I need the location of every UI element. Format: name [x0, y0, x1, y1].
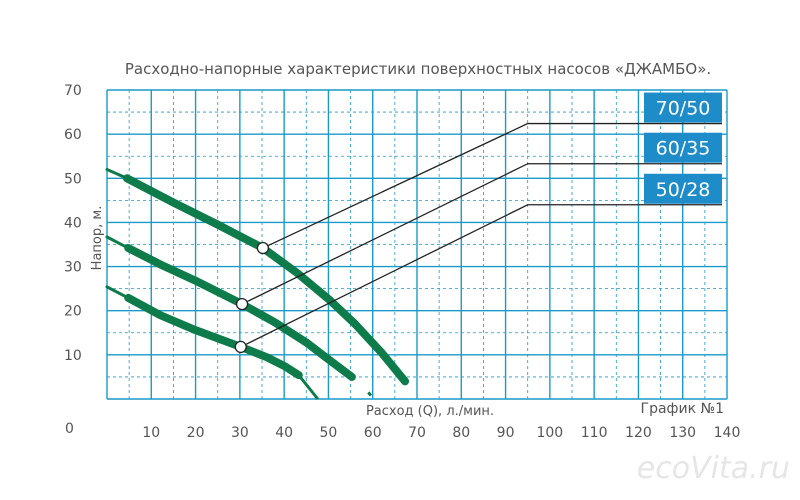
y-tick-label: 70 [64, 83, 82, 99]
chart-caption: График №1 [641, 401, 724, 417]
curve-tail-50/28 [297, 374, 319, 400]
x-axis-label: Расход (Q), л./мин. [366, 404, 494, 419]
label-box-60/35 [644, 132, 722, 163]
curve-60/35 [124, 244, 356, 381]
label-box-70/50 [644, 92, 722, 123]
series-label-50/28: 50/28 [656, 179, 711, 201]
y-axis-label: Напор, м. [90, 206, 105, 271]
label-box-50/28 [644, 173, 722, 204]
x-tick-label: 60 [364, 425, 382, 441]
grid [106, 89, 728, 400]
x-tick-label: 10 [142, 425, 160, 441]
origin-label: 0 [65, 421, 74, 437]
series-label-60/35: 60/35 [656, 138, 711, 160]
x-tick-label: 70 [408, 425, 426, 441]
x-tick-label: 110 [581, 425, 608, 441]
marker-60/35 [235, 297, 249, 311]
curve-mark-50/28 [367, 391, 373, 397]
y-tick-label: 30 [64, 260, 82, 276]
curves: 70/50 60/35 50/28 [105, 92, 722, 400]
x-tick-label: 30 [231, 425, 249, 441]
y-tick-label: 50 [64, 171, 82, 187]
leader-line-60/35 [241, 163, 722, 305]
x-tick-label: 130 [669, 425, 696, 441]
watermark: ecoVita.ru [637, 451, 790, 486]
y-tick-label: 20 [64, 304, 82, 320]
y-tick-label: 60 [64, 127, 82, 143]
x-tick-label: 50 [320, 425, 338, 441]
x-tick-label: 40 [275, 425, 293, 441]
x-tick-label: 100 [536, 425, 563, 441]
marker-50/28 [234, 340, 247, 354]
x-tick-label: 140 [714, 425, 741, 441]
y-tick-label: 40 [64, 215, 82, 231]
marker-70/50 [256, 241, 270, 255]
x-tick-label: 120 [625, 425, 652, 441]
series-label-70/50: 70/50 [656, 98, 711, 120]
curve-50/28 [124, 293, 303, 380]
leader-line-50/28 [240, 204, 722, 348]
x-tick-label: 80 [452, 425, 470, 441]
ticks: 10 20 30 40 50 60 70 80 90 100 110 120 130 140 10 20 30 4… [64, 83, 740, 441]
curve-70/50 [122, 174, 410, 386]
chart-title: Расходно-напорные характеристики поверхн… [125, 60, 711, 78]
leader-line-70/50 [262, 122, 722, 249]
y-tick-label: 10 [64, 348, 82, 364]
x-tick-label: 90 [497, 425, 515, 441]
x-tick-label: 20 [187, 425, 205, 441]
